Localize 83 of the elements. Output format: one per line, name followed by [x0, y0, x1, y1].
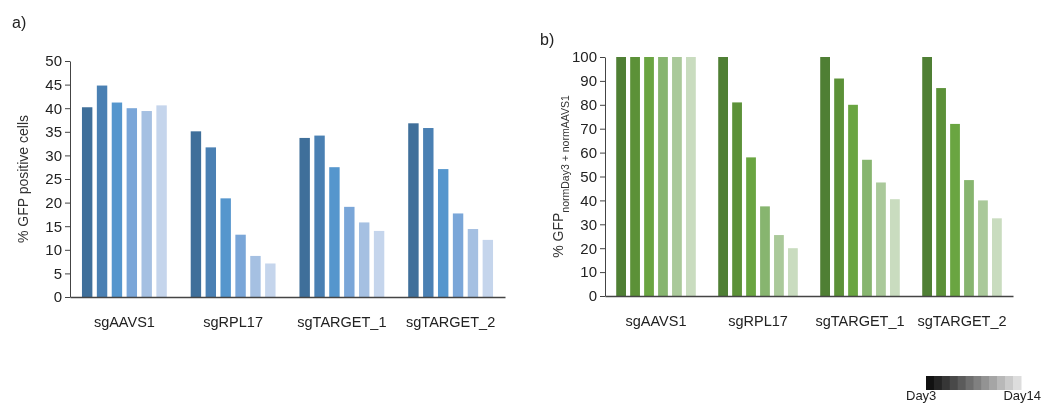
- bar: [672, 57, 682, 296]
- bar: [96, 85, 108, 297]
- bar: [876, 182, 886, 296]
- bar: [862, 159, 872, 296]
- bar: [964, 180, 974, 296]
- y-tick-label: 100: [571, 48, 597, 66]
- x-tick-label: sgAAVS1: [93, 314, 155, 331]
- y-tick-label: 60: [580, 143, 597, 161]
- y-tick-label: 40: [45, 99, 62, 117]
- bar: [423, 128, 434, 297]
- y-tick-label: 45: [45, 75, 62, 93]
- bar: [156, 105, 167, 297]
- y-tick-label: 0: [53, 288, 62, 306]
- y-tick-label: 15: [45, 217, 62, 235]
- bar: [890, 199, 900, 296]
- bar: [437, 169, 449, 297]
- y-tick-label: 40: [580, 191, 597, 209]
- x-tick-label: sgAAVS1: [625, 313, 687, 330]
- y-tick-label: 25: [45, 170, 62, 188]
- bar: [329, 167, 340, 297]
- y-tick-label: 30: [45, 146, 62, 164]
- bar: [126, 108, 138, 297]
- bar: [344, 206, 355, 297]
- bar: [373, 230, 385, 297]
- y-tick-label: 35: [45, 123, 62, 141]
- y-tick-label: 10: [45, 241, 62, 259]
- bar: [482, 239, 494, 297]
- bar: [235, 234, 246, 297]
- bar: [978, 200, 988, 296]
- bar: [718, 57, 728, 296]
- y-tick-label: 20: [580, 239, 597, 257]
- bar: [358, 222, 370, 297]
- y-tick-label: 70: [580, 120, 597, 137]
- y-tick-label: 5: [53, 264, 62, 282]
- bar: [644, 57, 654, 296]
- bar: [220, 198, 231, 297]
- bar: [774, 235, 784, 296]
- bar: [81, 107, 93, 297]
- bar: [848, 104, 858, 296]
- bar: [788, 248, 798, 296]
- bar: [408, 123, 419, 297]
- bar: [111, 102, 123, 297]
- chart-title: b): [540, 31, 555, 48]
- y-tick-label: 10: [580, 263, 597, 281]
- bar: [467, 229, 479, 297]
- y-axis-title: % GFP positive cells: [15, 114, 31, 244]
- bar: [452, 213, 464, 297]
- y-tick-label: 30: [580, 215, 597, 233]
- chart-title: a): [12, 14, 27, 31]
- bar: [732, 102, 742, 296]
- bar: [265, 263, 276, 297]
- bar: [141, 111, 152, 297]
- text: Day14: [1003, 388, 1041, 403]
- bar: [616, 57, 626, 296]
- x-tick-label: sgTARGET_2: [406, 314, 496, 331]
- bar: [205, 147, 217, 297]
- bar: [658, 57, 668, 296]
- y-tick-label: 50: [45, 52, 62, 70]
- y-tick-label: 80: [580, 96, 597, 114]
- bar: [314, 135, 325, 297]
- bar: [834, 78, 844, 296]
- bar: [922, 57, 932, 296]
- y-tick-label: 50: [580, 167, 597, 185]
- bar: [950, 123, 960, 296]
- bar: [190, 131, 202, 297]
- bar: [760, 206, 770, 296]
- y-tick-label: 20: [45, 193, 62, 211]
- bar: [820, 57, 830, 296]
- x-tick-label: sgRPL17: [203, 314, 263, 331]
- bar: [630, 57, 640, 296]
- text: Day3: [906, 388, 937, 403]
- bar: [936, 88, 946, 296]
- bar: [992, 218, 1002, 296]
- y-tick-label: 0: [588, 287, 597, 305]
- bar: [686, 57, 696, 296]
- bar: [250, 255, 261, 297]
- x-tick-label: sgTARGET_1: [297, 314, 387, 331]
- x-tick-label: sgRPL17: [728, 313, 788, 330]
- bar: [746, 157, 756, 296]
- bar: [299, 137, 310, 297]
- y-tick-label: 90: [580, 72, 597, 90]
- x-tick-label: sgTARGET_2: [917, 313, 1007, 330]
- x-tick-label: sgTARGET_1: [815, 313, 905, 330]
